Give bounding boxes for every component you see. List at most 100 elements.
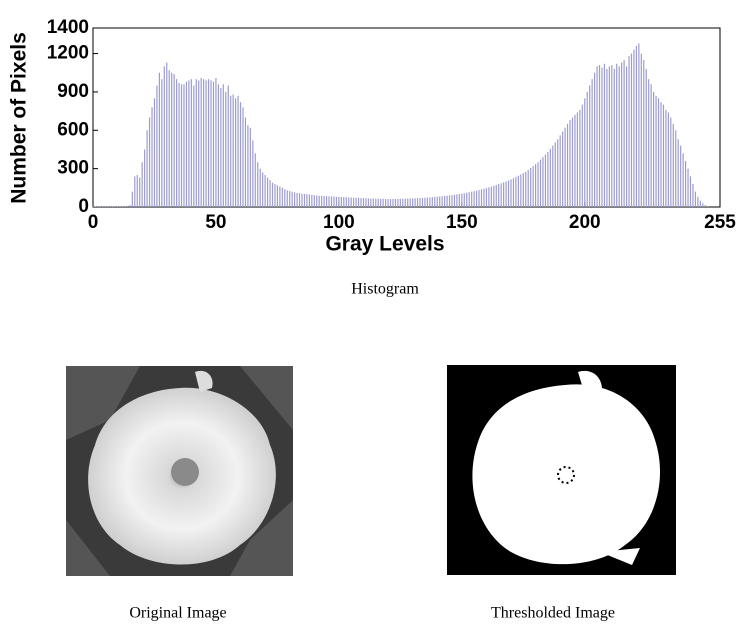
bar — [488, 187, 490, 207]
bar — [116, 206, 119, 207]
y-tick-label: 1400 — [47, 17, 89, 38]
bar — [318, 195, 320, 207]
bar — [522, 173, 524, 207]
bar — [407, 198, 409, 207]
bar — [289, 191, 291, 207]
bar — [232, 94, 234, 207]
bar — [409, 198, 411, 207]
bar — [672, 123, 674, 207]
bar — [650, 84, 652, 207]
bar — [490, 186, 492, 207]
bar — [611, 65, 613, 207]
bar — [168, 70, 170, 207]
x-tick-label: 50 — [205, 212, 226, 233]
bar — [689, 176, 692, 207]
bar — [670, 117, 672, 207]
bar — [188, 80, 190, 207]
y-tick-label: 1200 — [47, 43, 89, 64]
bar — [623, 59, 625, 207]
bar — [618, 66, 620, 207]
bar — [370, 198, 372, 207]
bar — [350, 197, 352, 207]
bar — [239, 102, 242, 207]
bar — [151, 107, 153, 207]
bar — [291, 191, 293, 207]
image-caption: Original Image — [129, 605, 226, 622]
bar — [684, 160, 687, 207]
bar — [237, 95, 239, 207]
bar — [613, 68, 615, 208]
bar — [385, 198, 387, 207]
bar — [215, 77, 217, 207]
bar — [281, 187, 283, 207]
bar — [171, 72, 173, 207]
bar — [507, 180, 510, 207]
bar — [107, 206, 109, 207]
bar — [441, 196, 443, 207]
bar — [456, 194, 458, 207]
bar — [665, 109, 667, 207]
bar — [242, 107, 244, 207]
bar — [566, 123, 569, 207]
bar — [429, 197, 431, 207]
bar — [697, 196, 699, 207]
bar — [225, 91, 227, 207]
bar — [144, 149, 146, 207]
bar — [249, 127, 251, 207]
y-axis-label: Number of Pixels — [8, 32, 31, 204]
bar — [416, 198, 419, 207]
bar — [126, 205, 129, 207]
bar — [653, 91, 655, 207]
bar — [112, 206, 114, 207]
bar — [97, 206, 99, 207]
bar — [667, 112, 669, 207]
bar — [448, 195, 451, 207]
bar — [412, 198, 414, 207]
bar — [195, 79, 197, 207]
original-image — [66, 366, 293, 576]
bar — [503, 182, 505, 207]
bar — [498, 184, 500, 207]
bar — [387, 199, 389, 207]
bar — [114, 206, 116, 207]
bar — [527, 169, 529, 207]
x-tick-label: 0 — [88, 212, 99, 233]
y-tick-label: 300 — [57, 158, 89, 179]
bar — [505, 181, 507, 207]
chart-title: Histogram — [351, 281, 419, 298]
bar — [473, 191, 475, 207]
bar — [353, 197, 355, 207]
bar — [129, 205, 131, 207]
bar — [325, 196, 328, 207]
bar — [657, 98, 660, 207]
bar — [707, 205, 709, 207]
bar — [134, 176, 136, 207]
bar — [446, 195, 448, 207]
x-tick-label: 100 — [323, 212, 355, 233]
bar — [161, 79, 163, 207]
bar — [286, 190, 288, 207]
bar — [591, 79, 593, 207]
bar — [648, 79, 650, 207]
bar — [434, 196, 436, 207]
bar — [198, 80, 200, 207]
bar — [547, 152, 549, 207]
bar — [662, 104, 665, 207]
bar — [279, 186, 281, 207]
bar — [421, 197, 424, 207]
bar — [269, 180, 271, 207]
bar — [439, 196, 441, 207]
bar — [212, 81, 215, 207]
bar — [532, 166, 534, 207]
bar — [480, 189, 483, 207]
bar — [692, 183, 694, 207]
bar — [424, 197, 426, 207]
bar — [173, 74, 175, 208]
bar — [303, 193, 306, 207]
bar — [471, 191, 473, 207]
bar — [458, 193, 460, 207]
bar — [274, 183, 276, 207]
bar — [119, 206, 121, 207]
bar — [414, 198, 416, 207]
